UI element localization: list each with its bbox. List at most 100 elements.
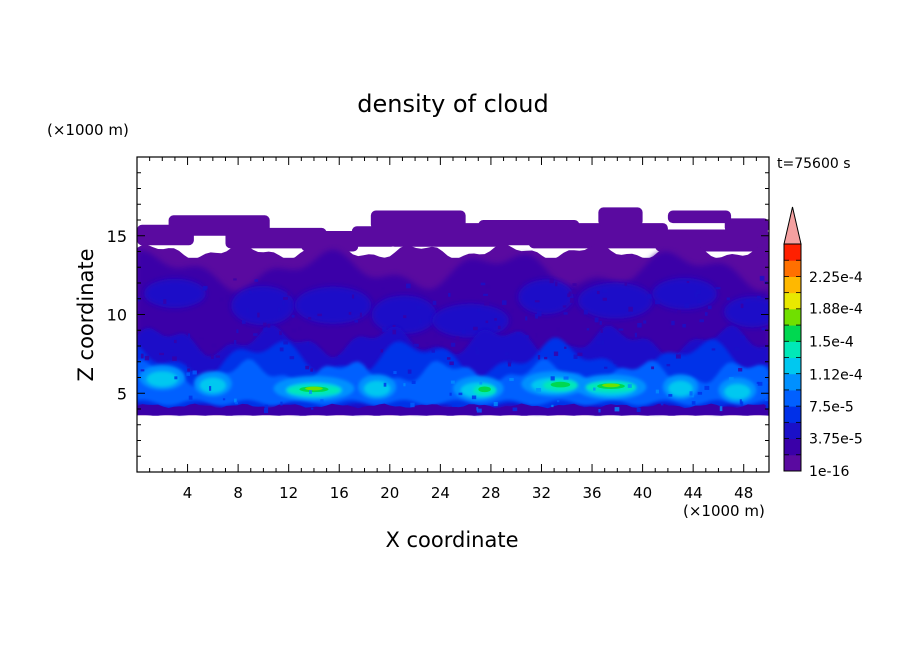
- texture-speck: [528, 399, 533, 404]
- texture-speck: [697, 391, 703, 395]
- texture-speck: [495, 322, 499, 326]
- texture-speck: [562, 305, 567, 308]
- colorbar-label: 1e-16: [809, 464, 849, 480]
- texture-speck: [451, 342, 456, 347]
- colorbar-swatch: [784, 454, 801, 472]
- texture-speck: [497, 325, 501, 330]
- texture-speck: [684, 303, 690, 308]
- cloud-core-level-7: [724, 383, 751, 400]
- texture-speck: [563, 312, 568, 315]
- x-tick-label: 12: [279, 484, 298, 502]
- texture-speck: [283, 297, 288, 300]
- texture-speck: [691, 401, 696, 405]
- texture-speck: [475, 346, 478, 351]
- texture-speck: [381, 287, 385, 290]
- texture-speck: [403, 315, 407, 319]
- cloud-patch-upper: [389, 223, 504, 247]
- texture-speck: [647, 294, 652, 299]
- colorbar-swatch: [784, 260, 801, 277]
- colorbar-swatch: [784, 276, 801, 294]
- texture-speck: [507, 358, 512, 364]
- texture-speck: [410, 402, 415, 408]
- texture-speck: [485, 284, 491, 289]
- texture-speck: [507, 362, 512, 367]
- texture-speck: [254, 279, 259, 282]
- colorbar-label: 1.12e-4: [809, 367, 863, 383]
- texture-speck: [715, 287, 721, 290]
- texture-speck: [671, 320, 675, 326]
- texture-speck: [380, 349, 384, 353]
- colorbar-label: 7.5e-5: [809, 399, 854, 415]
- texture-speck: [536, 388, 542, 392]
- texture-speck: [726, 297, 730, 301]
- texture-speck: [509, 378, 514, 382]
- texture-speck: [689, 391, 693, 396]
- texture-speck: [309, 390, 312, 394]
- texture-speck: [593, 387, 596, 391]
- cloud-patch-upper: [528, 223, 668, 249]
- texture-speck: [728, 377, 734, 382]
- texture-speck: [291, 328, 297, 333]
- texture-speck: [433, 334, 437, 338]
- texture-speck: [660, 403, 664, 406]
- texture-speck: [170, 349, 174, 353]
- texture-speck: [359, 312, 362, 318]
- texture-speck: [651, 381, 655, 385]
- texture-speck: [137, 310, 140, 314]
- texture-speck: [655, 389, 659, 394]
- texture-speck: [403, 383, 406, 387]
- colorbar-label: 1.5e-4: [809, 335, 854, 351]
- texture-speck: [694, 292, 698, 298]
- texture-speck: [411, 380, 416, 384]
- cloud-core-level-7: [668, 380, 693, 397]
- texture-speck: [446, 357, 451, 360]
- texture-speck: [188, 395, 193, 400]
- texture-speck: [505, 352, 509, 356]
- texture-speck: [451, 404, 457, 408]
- cloud-core-level-10: [602, 383, 620, 388]
- texture-speck: [144, 355, 150, 361]
- cloud-blob-level-3: [432, 303, 509, 338]
- texture-speck: [537, 354, 541, 360]
- texture-speck: [759, 275, 765, 281]
- cloud-blob-level-3: [577, 282, 653, 319]
- colorbar-swatch: [784, 341, 801, 358]
- texture-speck: [163, 299, 167, 304]
- cloud-patch-upper: [655, 229, 769, 252]
- x-tick-label: 24: [431, 484, 450, 502]
- texture-speck: [516, 332, 521, 335]
- texture-speck: [655, 300, 661, 305]
- texture-speck: [448, 292, 451, 297]
- texture-speck: [764, 381, 769, 384]
- texture-speck: [757, 381, 763, 386]
- texture-speck: [234, 401, 238, 405]
- texture-speck: [556, 327, 560, 332]
- texture-speck: [140, 353, 144, 359]
- x-tick-label: 32: [532, 484, 551, 502]
- texture-speck: [222, 398, 226, 401]
- texture-speck: [279, 347, 284, 352]
- texture-speck: [187, 368, 191, 372]
- texture-speck: [172, 356, 177, 361]
- texture-speck: [502, 300, 507, 305]
- texture-speck: [283, 341, 288, 345]
- texture-speck: [268, 393, 273, 398]
- texture-speck: [666, 363, 671, 367]
- texture-speck: [354, 382, 358, 385]
- texture-speck: [160, 297, 164, 301]
- time-label: t=75600 s: [777, 156, 851, 172]
- texture-speck: [236, 329, 239, 334]
- cloud-blob-level-3: [231, 285, 295, 326]
- texture-speck: [248, 290, 252, 295]
- texture-speck: [348, 311, 352, 315]
- texture-speck: [140, 369, 145, 372]
- texture-speck: [471, 395, 477, 400]
- texture-speck: [449, 392, 452, 396]
- texture-speck: [618, 328, 624, 331]
- texture-speck: [431, 349, 435, 353]
- texture-speck: [479, 381, 483, 385]
- texture-speck: [600, 329, 603, 333]
- texture-speck: [483, 293, 488, 296]
- texture-speck: [354, 320, 359, 323]
- x-axis-label: X coordinate: [385, 528, 518, 552]
